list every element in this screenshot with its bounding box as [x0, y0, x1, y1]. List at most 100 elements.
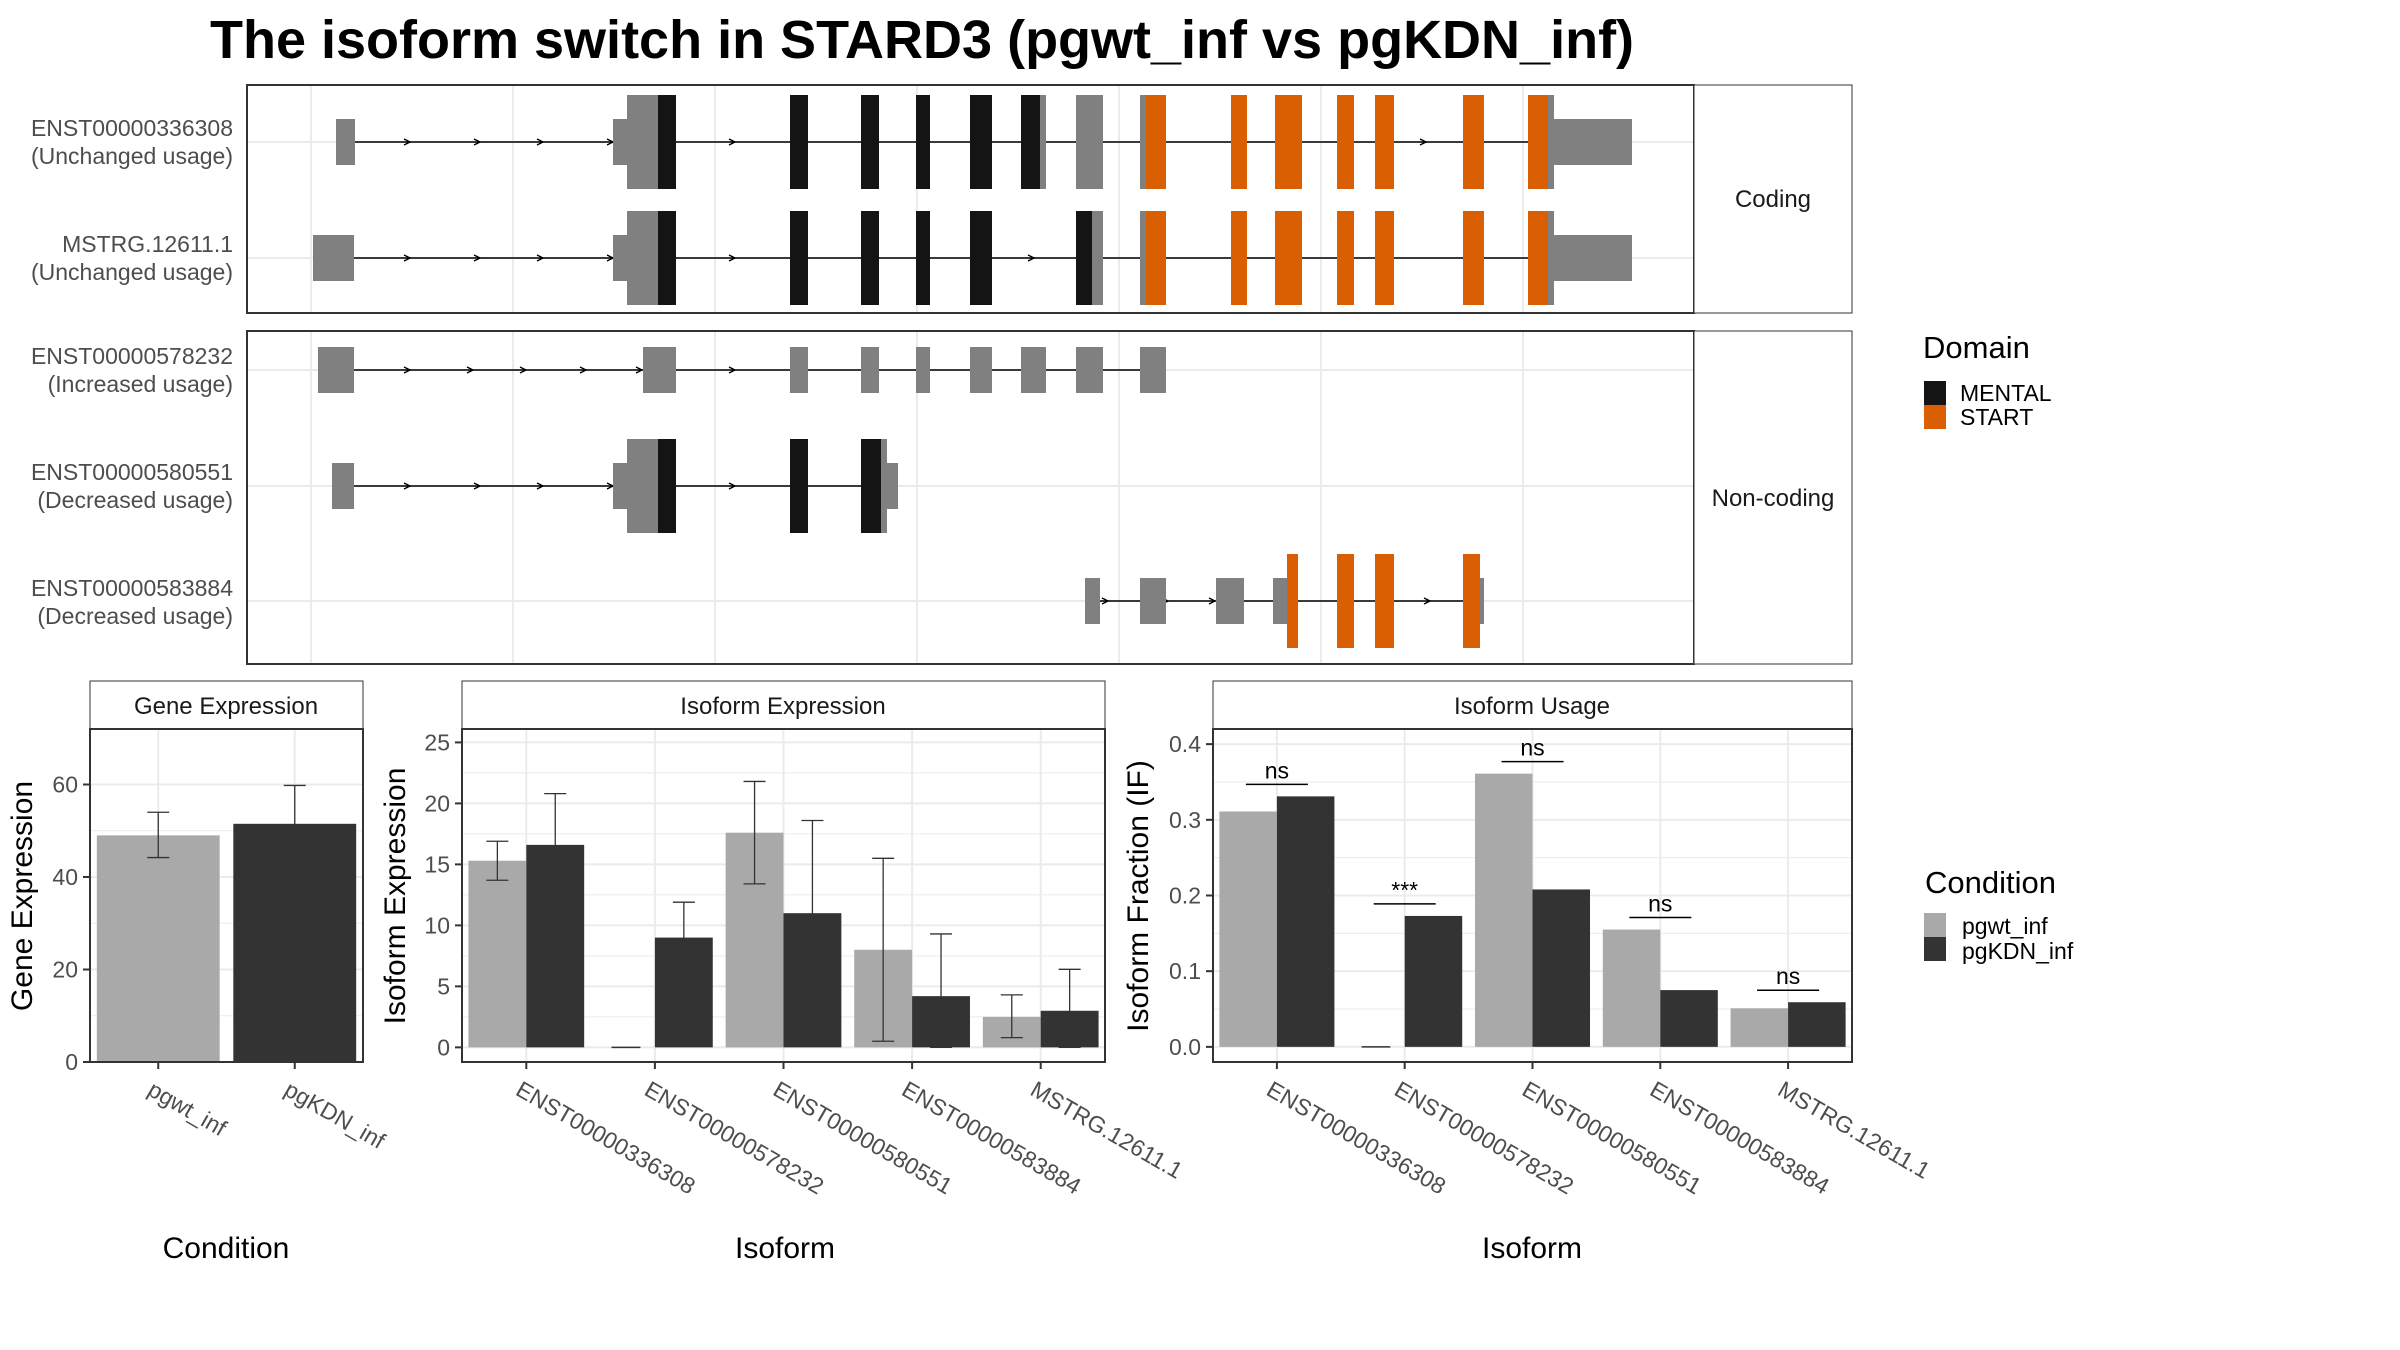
bar — [1730, 1008, 1789, 1047]
strand-arrow — [635, 366, 644, 374]
transcript-track — [1085, 554, 1484, 648]
utr-segment — [1140, 211, 1146, 305]
transcript-tracks — [313, 95, 1632, 648]
significance-label: ns — [1648, 891, 1672, 917]
transcript-id-label: ENST00000580551 — [31, 459, 233, 485]
mental-domain-segment — [970, 211, 992, 305]
bar — [1219, 811, 1277, 1047]
significance-label: ns — [1520, 735, 1544, 761]
utr-segment — [861, 347, 879, 393]
strand-arrow — [403, 138, 412, 146]
utr-segment — [1076, 95, 1103, 189]
start-domain-segment — [1231, 211, 1247, 305]
utr-segment — [627, 439, 658, 533]
gene-expression-chart: Gene Expression 0 20 40 60 pgwt_inf pgKDN_inf… — [6, 680, 390, 1265]
y-tick-label: 10 — [424, 912, 450, 938]
isoform-expression-strip-title: Isoform Expression — [680, 693, 885, 720]
legend-key-pgkdn-inf — [1924, 937, 1946, 961]
strand-arrow — [473, 482, 482, 490]
domain-legend-title: Domain — [1923, 330, 2030, 365]
strand-arrow — [1423, 597, 1432, 605]
mental-domain-segment — [916, 95, 930, 189]
y-tick-label: 5 — [437, 973, 450, 999]
y-tick-label: 20 — [52, 957, 78, 983]
gene-expression-ylabel: Gene Expression — [6, 781, 39, 1011]
mental-domain-segment — [658, 439, 676, 533]
transcript-usage-label: (Unchanged usage) — [31, 259, 233, 285]
strand-arrow — [403, 366, 412, 374]
mental-domain-segment — [861, 211, 879, 305]
error-bar — [1000, 994, 1023, 1039]
isoform-structure-plot: Coding Non-coding ENST00000336308 (Uncha… — [31, 84, 1853, 665]
y-tick-label: 25 — [424, 729, 450, 755]
utr-segment — [1273, 578, 1287, 624]
mental-domain-segment — [658, 95, 676, 189]
legend-label-mental: MENTAL — [1960, 380, 2052, 406]
legend-key-start — [1924, 405, 1946, 429]
error-bar — [147, 811, 170, 859]
utr-segment — [1554, 235, 1632, 281]
y-tick-label: 40 — [52, 864, 78, 890]
y-tick-label: 0.0 — [1169, 1034, 1201, 1060]
gene-expression-strip — [89, 680, 364, 730]
strand-arrow — [473, 254, 482, 262]
utr-segment — [613, 463, 627, 509]
utr-segment — [643, 347, 676, 393]
strand-arrow — [536, 138, 545, 146]
transcript-id-label: ENST00000583884 — [31, 575, 233, 601]
start-domain-segment — [1275, 95, 1302, 189]
strand-arrow — [728, 366, 737, 374]
utr-segment — [313, 235, 354, 281]
transcript-labels: ENST00000336308 (Unchanged usage) MSTRG.… — [31, 115, 233, 629]
utr-segment — [970, 347, 992, 393]
start-domain-segment — [1463, 211, 1484, 305]
x-tick-label: pgwt_inf — [144, 1076, 232, 1142]
utr-segment — [1085, 578, 1100, 624]
significance-label: ns — [1776, 963, 1800, 989]
error-bar — [743, 780, 766, 885]
start-domain-segment — [1231, 95, 1247, 189]
bar — [96, 835, 220, 1062]
utr-segment — [318, 347, 354, 393]
transcript-track — [336, 95, 1632, 189]
mental-domain-segment — [658, 211, 676, 305]
start-domain-segment — [1337, 95, 1354, 189]
strand-arrow — [1027, 254, 1036, 262]
utr-segment — [1076, 347, 1103, 393]
figure-title: The isoform switch in STARD3 (pgwt_inf v… — [210, 10, 1634, 70]
utr-segment — [1480, 578, 1484, 624]
y-tick-label: 0.4 — [1169, 731, 1201, 757]
strand-arrow — [1101, 597, 1110, 605]
bar — [233, 823, 357, 1062]
utr-segment — [881, 439, 887, 533]
strand-arrow — [536, 482, 545, 490]
strand-arrow — [1419, 138, 1428, 146]
gene-expression-bars — [96, 784, 357, 1062]
error-bar — [930, 933, 953, 1049]
significance-label: ns — [1265, 757, 1289, 783]
strand-arrow — [473, 138, 482, 146]
error-bar — [283, 784, 306, 862]
utr-segment — [613, 119, 627, 165]
start-domain-segment — [1463, 95, 1484, 189]
utr-segment — [887, 463, 898, 509]
transcript-track — [313, 211, 1632, 305]
transcript-usage-label: (Increased usage) — [48, 371, 233, 397]
utr-segment — [1140, 347, 1166, 393]
start-domain-segment — [1287, 554, 1298, 648]
utr-segment — [1140, 578, 1166, 624]
utr-segment — [332, 463, 354, 509]
bar — [1474, 773, 1533, 1047]
utr-segment — [336, 119, 355, 165]
mental-domain-segment — [861, 439, 881, 533]
start-domain-segment — [1275, 211, 1302, 305]
bar — [1788, 1002, 1846, 1047]
transcript-usage-label: (Decreased usage) — [37, 487, 233, 513]
legend-label-pgkdn-inf: pgKDN_inf — [1962, 938, 2074, 964]
bar — [468, 860, 527, 1048]
gene-expression-strip-title: Gene Expression — [134, 693, 318, 720]
mental-domain-segment — [1076, 211, 1092, 305]
error-bar — [544, 792, 567, 897]
mental-domain-segment — [916, 211, 930, 305]
strand-arrow — [728, 138, 737, 146]
